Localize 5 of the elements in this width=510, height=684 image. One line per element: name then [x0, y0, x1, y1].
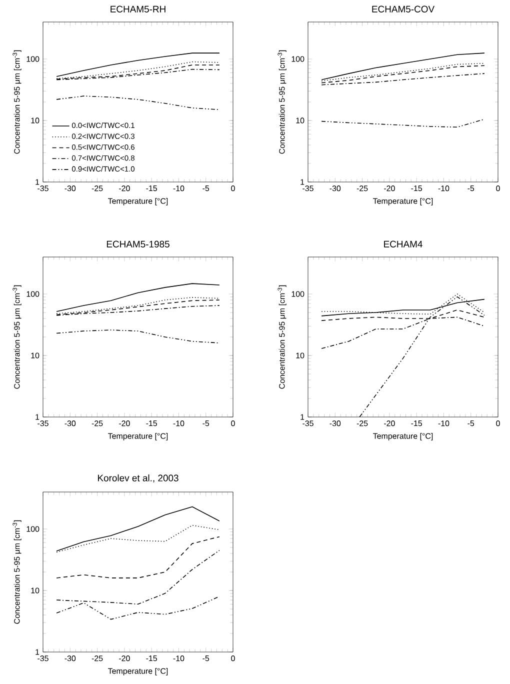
chart-title: ECHAM5-1985 [106, 240, 170, 248]
chart-title: ECHAM5-RH [110, 6, 166, 12]
chart-title: Korolev et al., 2003 [98, 474, 178, 483]
chart-title: ECHAM5-COV [372, 6, 435, 12]
chart-title: ECHAM4 [384, 240, 422, 248]
